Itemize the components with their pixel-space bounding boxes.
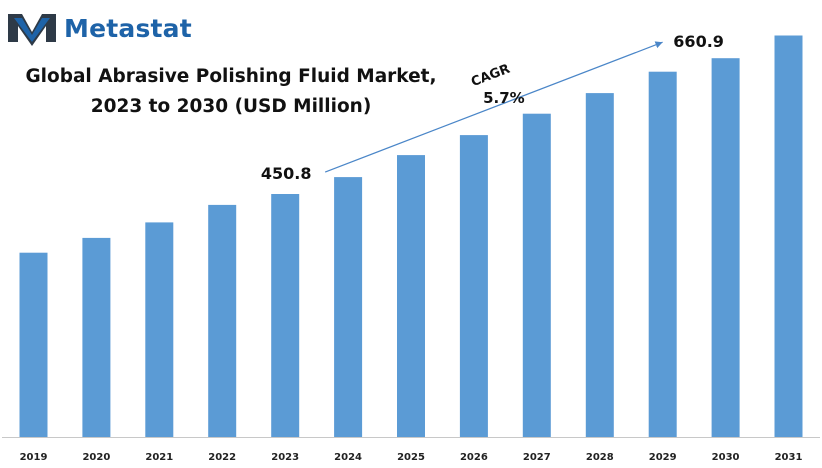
bar-2028 xyxy=(585,93,614,437)
chart-title-line-1: Global Abrasive Polishing Fluid Market, xyxy=(25,66,437,87)
brand-logo: Metastat xyxy=(6,8,192,48)
x-tick-label-2027: 2027 xyxy=(523,452,551,463)
x-tick-label-2031: 2031 xyxy=(775,452,803,463)
bar-2024 xyxy=(334,177,363,437)
x-tick-label-2025: 2025 xyxy=(397,452,425,463)
x-tick-label-2026: 2026 xyxy=(460,452,488,463)
bar-2019 xyxy=(19,252,48,437)
chart-title-line-2: 2023 to 2030 (USD Million) xyxy=(90,96,372,117)
x-axis-labels: 2019 2020 2021 2022 2023 2024 2025 2026 2027 2028… xyxy=(20,452,803,463)
cagr-trend-arrow xyxy=(324,41,663,173)
x-tick-label-2029: 2029 xyxy=(649,452,677,463)
bar-2026 xyxy=(459,135,488,437)
bar-2022 xyxy=(208,204,237,437)
x-tick-label-2028: 2028 xyxy=(586,452,614,463)
x-tick-label-2019: 2019 xyxy=(20,452,48,463)
data-label-2030: 660.9 xyxy=(673,32,724,51)
chart-title: Global Abrasive Polishing Fluid Market, … xyxy=(0,62,462,122)
x-tick-label-2023: 2023 xyxy=(271,452,299,463)
data-label-2023: 450.8 xyxy=(261,164,312,183)
metastat-m-logo-icon xyxy=(8,14,56,46)
bars-group xyxy=(19,35,803,437)
bar-2023 xyxy=(271,194,300,437)
brand-name: Metastat xyxy=(64,13,192,43)
cagr-label: CAGR xyxy=(469,62,512,90)
x-tick-label-2022: 2022 xyxy=(208,452,236,463)
x-tick-label-2024: 2024 xyxy=(334,452,362,463)
bar-2029 xyxy=(648,71,677,437)
bar-2020 xyxy=(82,237,111,437)
bar-2031 xyxy=(774,35,803,437)
x-tick-label-2020: 2020 xyxy=(82,452,110,463)
cagr-value: 5.7% xyxy=(483,89,525,107)
x-tick-label-2030: 2030 xyxy=(712,452,740,463)
bar-2021 xyxy=(145,222,174,437)
bar-2030 xyxy=(711,58,740,437)
x-tick-label-2021: 2021 xyxy=(145,452,173,463)
bar-2025 xyxy=(397,155,425,437)
bar-2027 xyxy=(522,113,551,437)
